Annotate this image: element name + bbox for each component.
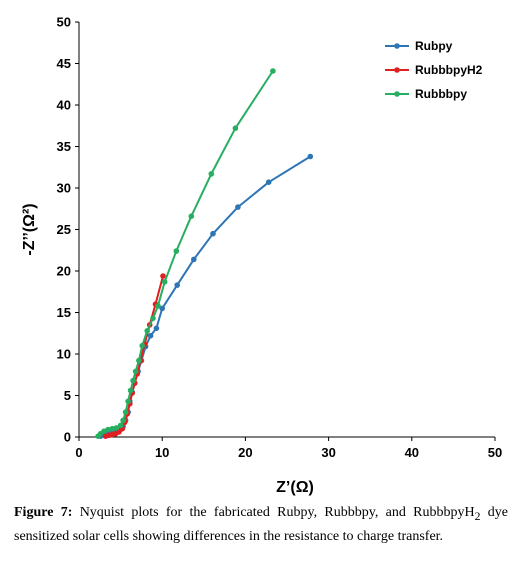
series-rubbbpy: [95, 68, 276, 440]
y-tick-label: 35: [57, 139, 71, 154]
data-point: [161, 279, 168, 285]
series-rubbbpyh2: [102, 273, 166, 440]
data-point: [139, 342, 145, 349]
y-tick-label: 45: [57, 56, 71, 71]
data-point: [188, 213, 195, 219]
x-tick-label: 20: [238, 445, 252, 460]
legend-label: Rubpy: [415, 39, 453, 53]
data-point: [113, 425, 120, 431]
legend: Rubpy RubbbpyH2 Rubbbpy: [385, 39, 483, 101]
data-point: [191, 256, 197, 263]
data-point: [232, 125, 239, 131]
data-point: [174, 282, 180, 288]
caption-subscript: 2: [474, 509, 481, 523]
data-point: [208, 171, 215, 177]
y-axis-label: -Z’’(Ω²): [21, 203, 38, 255]
legend-entry: Rubpy: [385, 39, 453, 53]
legend-swatch-marker: [394, 91, 400, 97]
y-tick-label: 30: [57, 181, 71, 196]
data-point: [122, 409, 129, 415]
x-tick-label: 50: [488, 445, 502, 460]
data-point: [105, 426, 111, 433]
x-axis-label: Z’(Ω): [276, 479, 314, 496]
legend-label: RubbbpyH2: [415, 63, 483, 77]
y-tick-label: 25: [57, 222, 71, 237]
figure-caption: Figure 7: Nyquist plots for the fabricat…: [14, 503, 508, 547]
data-point: [235, 204, 241, 210]
chart-axes: 0 5 10 15 20 25 30 35 40 45 50 0 10 20 30 40 50: [57, 15, 503, 461]
caption-label: Figure 7:: [14, 505, 73, 520]
data-point: [120, 417, 126, 424]
y-tick-label: 15: [57, 305, 71, 320]
x-tick-label: 40: [405, 445, 419, 460]
legend-entry: RubbbpyH2: [385, 63, 483, 77]
series-line: [105, 275, 164, 438]
data-point: [132, 368, 139, 375]
data-point: [159, 305, 165, 312]
x-tick-label: 0: [75, 445, 82, 460]
data-point: [265, 179, 272, 185]
x-tick-label: 30: [321, 445, 335, 460]
data-point: [136, 357, 142, 364]
legend-swatch-marker: [394, 43, 400, 49]
legend-entry: Rubbbpy: [385, 87, 467, 101]
data-point: [173, 248, 180, 254]
data-point: [147, 332, 154, 339]
y-tick-label: 0: [64, 430, 71, 445]
series-layer: [95, 68, 314, 440]
data-point: [150, 315, 156, 322]
y-tick-label: 20: [57, 264, 71, 279]
y-tick-label: 40: [57, 98, 71, 113]
y-tick-label: 50: [57, 15, 71, 30]
nyquist-chart: 0 5 10 15 20 25 30 35 40 45 50 0 10 20 30 40 50 Rubpy Rub…: [21, 15, 503, 497]
data-point: [270, 68, 276, 74]
data-point: [155, 303, 161, 309]
y-tick-label: 5: [64, 388, 71, 403]
data-point: [117, 422, 124, 429]
data-point: [144, 328, 150, 334]
data-point: [307, 153, 314, 160]
data-point: [127, 387, 134, 394]
data-point: [210, 230, 216, 237]
caption-text: Nyquist plots for the fabricated Rubpy, …: [79, 505, 475, 520]
legend-swatch-marker: [394, 67, 400, 73]
data-point: [125, 398, 131, 405]
legend-label: Rubbbpy: [415, 87, 467, 101]
data-point: [130, 377, 136, 384]
y-tick-label: 10: [57, 347, 71, 362]
x-tick-label: 10: [155, 445, 169, 460]
series-line: [97, 70, 274, 437]
caption-text-end: dye sensitized solar cells showing diffe…: [14, 505, 508, 544]
data-point: [153, 325, 160, 332]
data-point: [160, 273, 166, 279]
